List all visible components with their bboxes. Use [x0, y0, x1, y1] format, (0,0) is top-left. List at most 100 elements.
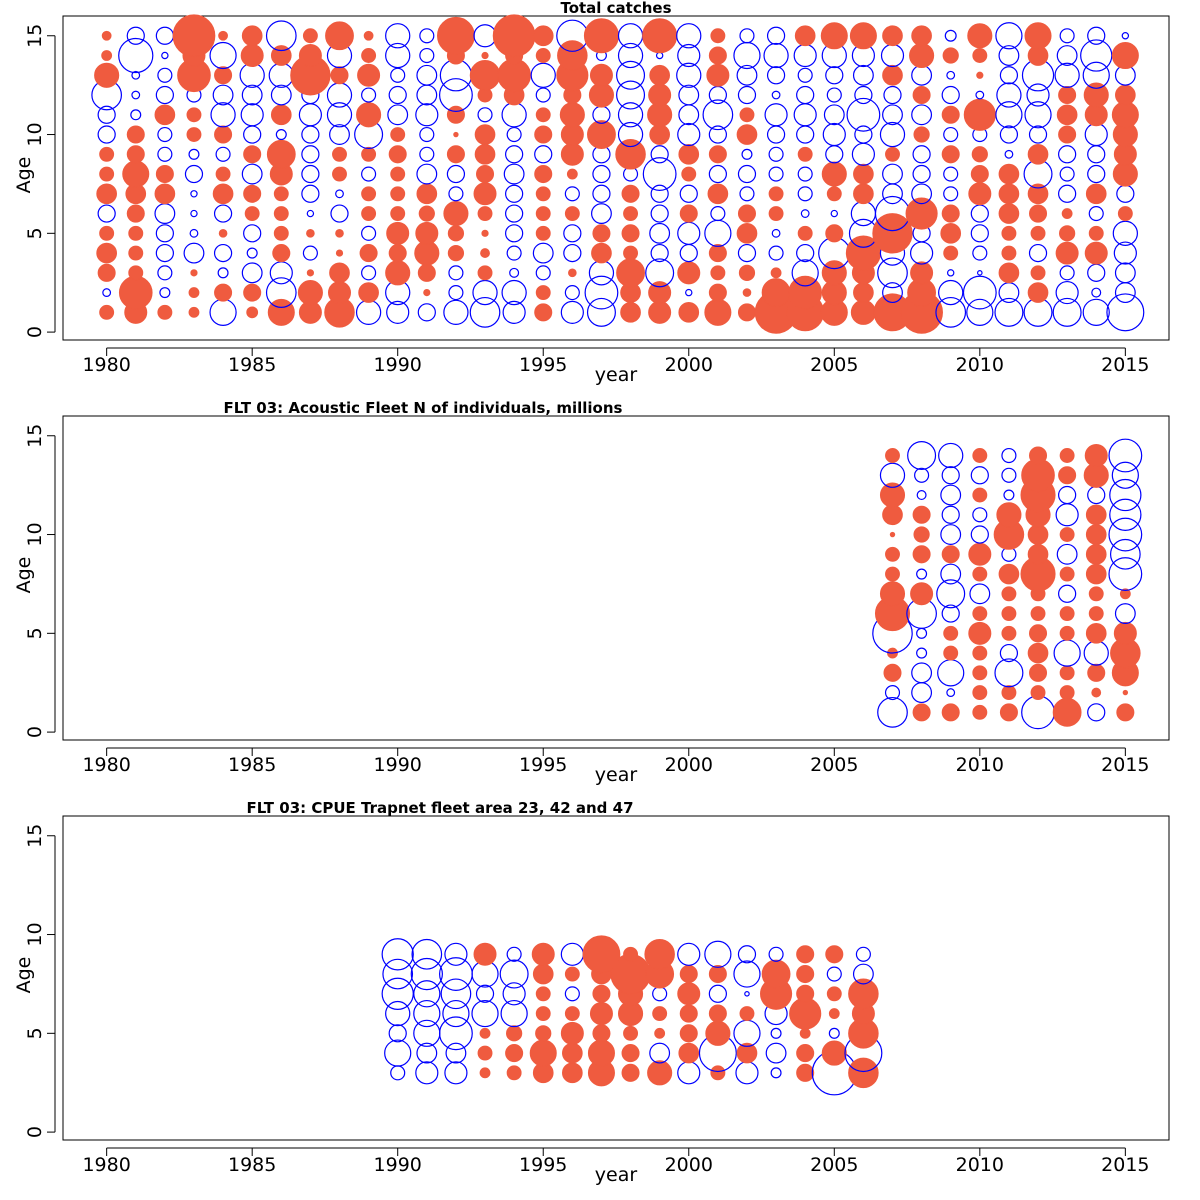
- bubble-negative: [130, 109, 142, 121]
- bubble-negative: [943, 186, 959, 202]
- bubble-positive: [998, 163, 1020, 185]
- bubble-negative: [936, 579, 966, 609]
- bubble-positive: [126, 145, 145, 164]
- bubble-positive: [708, 1004, 727, 1023]
- bubble-positive: [99, 166, 115, 182]
- bubble-negative: [155, 26, 174, 45]
- bubble-positive: [796, 984, 815, 1003]
- bubble-negative: [972, 245, 988, 261]
- bubble-negative: [269, 261, 293, 285]
- bubble-positive: [678, 1042, 700, 1064]
- bubble-negative: [183, 242, 205, 264]
- bubble-positive: [826, 986, 842, 1002]
- bubble-positive: [1055, 241, 1079, 265]
- bubble-negative: [977, 270, 983, 276]
- bubble-negative: [1028, 243, 1048, 263]
- bubble-positive: [739, 107, 755, 123]
- bubble-positive: [796, 965, 815, 984]
- bubble-negative: [416, 1042, 438, 1064]
- bubble-positive: [390, 166, 406, 182]
- bubble-negative: [911, 64, 933, 86]
- x-tick-label: 2005: [810, 754, 858, 776]
- bubble-positive: [736, 1042, 758, 1064]
- bubble-positive: [797, 225, 813, 241]
- bubble-negative: [911, 104, 933, 126]
- bubble-positive: [796, 1044, 815, 1063]
- bubble-positive: [1001, 606, 1017, 622]
- y-tick-label: 0: [24, 1126, 46, 1138]
- bubble-positive: [1027, 642, 1049, 664]
- x-tick-label: 2005: [810, 1154, 858, 1176]
- bubble-negative: [652, 986, 668, 1002]
- panel-total-catches: Total catches year Age 1980 1985 1990 1995 2…: [13, 0, 1170, 386]
- bubble-positive: [154, 104, 176, 126]
- bubble-positive: [99, 225, 115, 241]
- bubble-positive: [1030, 225, 1046, 241]
- bubble-negative: [439, 78, 473, 112]
- bubble-negative: [704, 940, 732, 968]
- bubble-negative: [118, 37, 154, 74]
- bubble-positive: [535, 206, 551, 222]
- bubble-negative: [385, 23, 411, 49]
- bubble-positive: [101, 30, 112, 41]
- bubble-negative: [826, 87, 842, 103]
- bubble-negative: [591, 203, 612, 225]
- bubble-negative: [825, 145, 844, 164]
- bubble-negative: [386, 300, 410, 324]
- bubble-positive: [1122, 689, 1129, 696]
- bubble-negative: [678, 84, 700, 106]
- x-tick-label: 1980: [82, 354, 130, 376]
- bubble-positive: [615, 139, 646, 170]
- bubble-negative: [912, 164, 931, 184]
- bubble-positive: [1085, 524, 1107, 545]
- bubble-positive: [477, 206, 493, 222]
- x-tick-label: 1990: [374, 1154, 422, 1176]
- bubble-positive: [564, 966, 580, 982]
- bubble-positive: [481, 51, 489, 60]
- bubble-negative: [477, 107, 493, 123]
- bubble-positive: [706, 63, 730, 87]
- x-tick-label: 2015: [1101, 754, 1149, 776]
- bubble-positive: [970, 165, 989, 184]
- plot-frame: [62, 815, 1170, 1141]
- x-axis-label: year: [595, 1164, 638, 1186]
- plot-frame: [62, 415, 1170, 741]
- bubble-negative: [1052, 297, 1082, 327]
- bubble-positive: [416, 183, 438, 205]
- bubble-positive: [96, 242, 117, 264]
- bubble-negative: [440, 978, 472, 1010]
- bubble-positive: [941, 105, 960, 124]
- bubble-positive: [532, 963, 554, 985]
- bubble-positive: [848, 978, 879, 1010]
- bubble-negative: [617, 42, 644, 69]
- panel-title: Total catches: [560, 0, 671, 17]
- bubble-positive: [761, 278, 791, 307]
- bubble-positive: [678, 302, 700, 323]
- bubble-positive: [492, 14, 536, 58]
- bubble-positive: [589, 1002, 613, 1026]
- bubble-positive: [1029, 663, 1048, 682]
- bubble-negative: [737, 85, 757, 105]
- bubble-negative: [241, 262, 263, 284]
- y-tick-label: 10: [24, 922, 46, 946]
- bubble-positive: [582, 935, 621, 974]
- bubble-negative: [676, 62, 702, 88]
- bubble-negative: [649, 1042, 671, 1064]
- bubble-negative: [710, 206, 726, 222]
- bubble-positive: [620, 302, 641, 323]
- bubble-negative: [448, 285, 464, 301]
- bubble-negative: [190, 190, 198, 198]
- bubble-positive: [1059, 448, 1075, 463]
- bubble-positive: [879, 581, 906, 607]
- bubble-negative: [879, 121, 906, 148]
- bubble-negative: [970, 204, 989, 223]
- bubble-negative: [797, 186, 813, 202]
- bubble-negative: [385, 1000, 411, 1027]
- bubble-positive: [853, 282, 874, 303]
- bubble-negative: [708, 164, 727, 184]
- bubble-negative: [155, 224, 174, 243]
- bubble-positive: [126, 204, 145, 223]
- bubble-positive: [1117, 206, 1133, 222]
- bubble-negative: [995, 101, 1023, 129]
- bubble-negative: [215, 146, 231, 162]
